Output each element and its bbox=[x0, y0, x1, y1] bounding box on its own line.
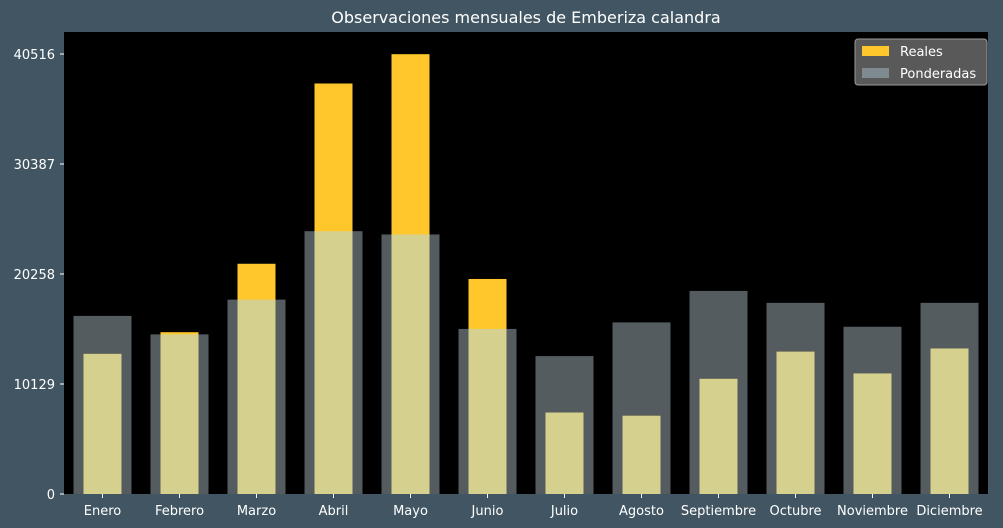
bar-overlap-7 bbox=[622, 415, 661, 494]
bar-overlap-3 bbox=[314, 231, 353, 494]
legend: Reales Ponderadas bbox=[854, 38, 988, 86]
x-tick-label: Octubre bbox=[769, 504, 821, 519]
legend-label-0: Reales bbox=[900, 45, 943, 60]
bar-overlap-5 bbox=[468, 328, 507, 494]
chart-title: Observaciones mensuales de Emberiza cala… bbox=[331, 8, 720, 27]
bar-overlap-9 bbox=[776, 351, 815, 494]
x-tick-label: Agosto bbox=[619, 504, 664, 519]
y-tick-label: 30387 bbox=[14, 158, 55, 173]
bar-overlap-1 bbox=[160, 334, 199, 494]
bar-overlap-6 bbox=[545, 412, 584, 494]
bar-overlap-4 bbox=[391, 234, 430, 494]
x-tick-label: Febrero bbox=[155, 504, 204, 519]
legend-swatch-1 bbox=[862, 68, 889, 78]
x-tick-label: Junio bbox=[471, 504, 504, 519]
x-tick-label: Mayo bbox=[393, 504, 428, 519]
series-overlap bbox=[83, 231, 969, 494]
x-tick-label: Septiembre bbox=[681, 504, 756, 519]
y-tick-label: 40516 bbox=[14, 48, 55, 63]
plot-background bbox=[64, 32, 988, 494]
x-tick-label: Julio bbox=[550, 504, 578, 519]
bar-overlap-10 bbox=[853, 373, 892, 494]
bar-overlap-2 bbox=[237, 299, 276, 494]
y-tick-label: 10129 bbox=[14, 378, 55, 393]
bar-overlap-11 bbox=[930, 348, 969, 494]
x-tick-label: Enero bbox=[84, 504, 122, 519]
y-axis: 0 10129 20258 30387 40516 bbox=[14, 48, 64, 503]
x-tick-label: Marzo bbox=[237, 504, 276, 519]
x-tick-label: Abril bbox=[319, 504, 349, 519]
x-tick-label: Diciembre bbox=[916, 504, 982, 519]
legend-label-1: Ponderadas bbox=[900, 67, 976, 82]
x-tick-label: Noviembre bbox=[837, 504, 908, 519]
y-tick-label: 20258 bbox=[14, 268, 55, 283]
bar-overlap-0 bbox=[83, 353, 122, 494]
y-tick-label: 0 bbox=[47, 488, 55, 503]
bar-overlap-8 bbox=[699, 378, 738, 494]
legend-swatch-0 bbox=[862, 46, 889, 56]
x-axis: Enero Febrero Marzo Abril Mayo Junio Julio Agos… bbox=[84, 494, 983, 519]
